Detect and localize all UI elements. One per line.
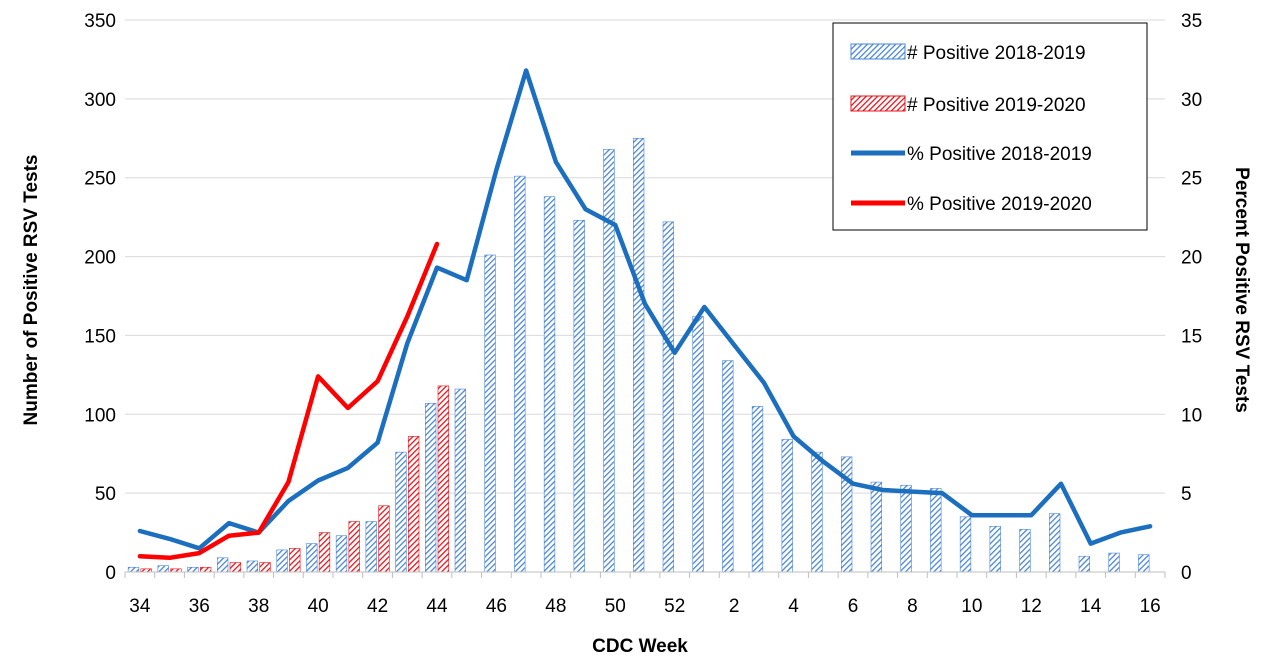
x-tick-label: 14: [1080, 596, 1102, 617]
x-tick-label: 44: [426, 596, 448, 617]
x-tick-label: 38: [248, 596, 269, 617]
bar-2018-2019: [959, 516, 972, 573]
x-tick-label: 52: [664, 596, 685, 617]
bar-2019-2020: [259, 562, 271, 573]
bar-2019-2020: [378, 505, 390, 573]
y-right-tick-label: 35: [1181, 11, 1202, 32]
bar-2018-2019: [217, 557, 229, 573]
y-left-axis-title: Number of Positive RSV Tests: [21, 155, 42, 426]
lines: [137, 68, 1153, 561]
bar-2018-2019: [989, 525, 1001, 573]
axes: [124, 571, 1166, 578]
bar-2019-2020: [229, 562, 241, 573]
legend-label-bar-2018-2019: # Positive 2018-2019: [907, 43, 1086, 64]
bar-2018-2019: [306, 543, 318, 573]
line-2018-2019: [137, 68, 1153, 551]
bar-2018-2019: [157, 565, 169, 573]
bar-2019-2020: [289, 548, 301, 573]
bar-2018-2019: [395, 451, 407, 573]
bar-2019-2020: [407, 436, 420, 573]
legend-swatch-bar-2018-2019: [850, 43, 906, 60]
x-tick-label: 16: [1140, 596, 1161, 617]
x-tick-label: 4: [788, 596, 799, 617]
gridlines: [125, 19, 1165, 494]
bar-2018-2019: [722, 360, 734, 573]
y-right-tick-label: 0: [1181, 563, 1192, 584]
x-tick-label: 12: [1021, 596, 1042, 617]
x-tick-label: 10: [961, 596, 982, 617]
x-tick-label: 8: [907, 596, 918, 617]
y-right-axis-title: Percent Positive RSV Tests: [1231, 167, 1252, 413]
y-right-tick-label: 25: [1181, 169, 1202, 190]
y-right-tick-label: 5: [1181, 484, 1192, 505]
y-right-tick-label: 15: [1181, 326, 1202, 347]
x-tick-label: 6: [848, 596, 859, 617]
bar-2018-2019: [811, 451, 823, 573]
bar-2018-2019: [365, 521, 377, 573]
bar-2018-2019: [454, 388, 467, 573]
bar-2018-2019: [603, 149, 615, 573]
bar-2019-2020: [318, 532, 331, 573]
bar-2018-2019: [1108, 552, 1120, 573]
bar-2018-2019: [692, 316, 704, 573]
y-left-tick-label: 100: [84, 405, 116, 426]
bar-2018-2019: [633, 137, 645, 573]
bar-2018-2019: [900, 484, 912, 573]
y-right-tick-label: 10: [1181, 405, 1202, 426]
legend-label-line-2018-2019: % Positive 2018-2019: [907, 144, 1092, 165]
bar-2019-2020: [348, 521, 360, 573]
bar-2018-2019: [335, 535, 348, 573]
bar-2018-2019: [870, 481, 883, 573]
bar-2018-2019: [1049, 513, 1061, 573]
legend-label-line-2019-2020: % Positive 2019-2020: [907, 194, 1092, 215]
bar-2018-2019: [127, 566, 140, 573]
x-tick-label: 42: [367, 596, 388, 617]
bar-2018-2019: [781, 439, 793, 573]
y-left-tick-label: 250: [84, 169, 116, 190]
legend: # Positive 2018-2019 # Positive 2019-202…: [832, 22, 1148, 231]
bar-2018-2019: [1138, 554, 1150, 573]
x-tick-label: 40: [308, 596, 329, 617]
y-left-tick-label: 200: [84, 248, 116, 269]
x-tick-label: 2: [729, 596, 740, 617]
bar-2018-2019: [1078, 555, 1091, 573]
bar-2018-2019: [514, 175, 526, 573]
y-right-tick-label: 20: [1181, 248, 1202, 269]
x-tick-label: 50: [605, 596, 626, 617]
bar-2018-2019: [573, 219, 585, 573]
legend-label-bar-2019-2020: # Positive 2019-2020: [907, 95, 1086, 116]
bar-2018-2019: [484, 254, 496, 573]
x-tick-label: 46: [486, 596, 507, 617]
bars: [127, 137, 1150, 573]
x-tick-label: 34: [129, 596, 151, 617]
bar-2018-2019: [276, 549, 288, 573]
y-left-tick-label: 300: [84, 90, 116, 111]
bar-2018-2019: [187, 566, 199, 573]
y-left-tick-label: 150: [84, 326, 116, 347]
bar-2018-2019: [543, 196, 556, 573]
bar-2018-2019: [425, 402, 437, 573]
y-left-tick-label: 0: [105, 563, 116, 584]
y-left-tick-label: 50: [95, 484, 116, 505]
bar-2018-2019: [246, 560, 259, 573]
bar-2018-2019: [930, 488, 942, 573]
x-axis-title: CDC Week: [592, 636, 688, 657]
x-tick-label: 36: [189, 596, 210, 617]
bar-2018-2019: [662, 221, 675, 573]
y-left-tick-label: 350: [84, 11, 116, 32]
bar-2019-2020: [199, 566, 212, 573]
y-right-tick-label: 30: [1181, 90, 1202, 111]
line-2019-2020: [137, 241, 440, 561]
bar-2018-2019: [751, 406, 764, 573]
bar-2018-2019: [1019, 529, 1031, 573]
x-tick-label: 48: [545, 596, 566, 617]
bar-2019-2020: [437, 385, 449, 573]
legend-swatch-bar-2019-2020: [850, 95, 906, 112]
